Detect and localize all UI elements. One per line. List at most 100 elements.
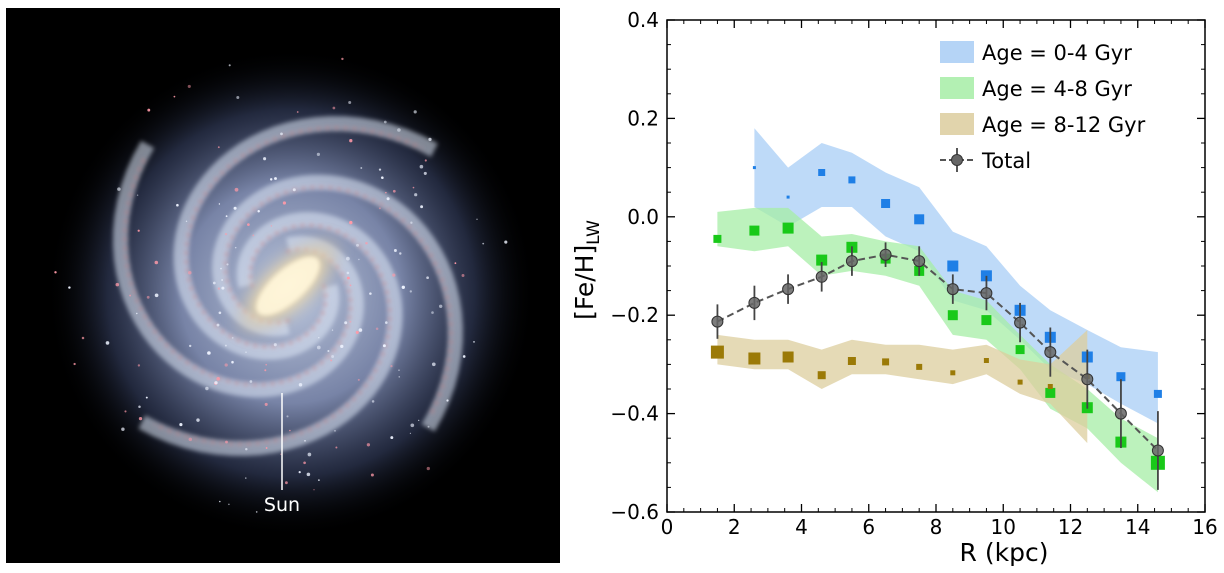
- hii-region: [366, 443, 371, 447]
- star-cluster: [473, 340, 475, 343]
- x-tick-label: 14: [1125, 515, 1150, 539]
- metallicity-chart: 0 2 4 6 8 10 12 14 16 −0.6 −0.4 −0.2 0.0 0.2 0.4 R (kp…: [560, 0, 1224, 569]
- star-cluster: [68, 286, 71, 289]
- point-age-8-12: [983, 358, 989, 363]
- total-point: [711, 315, 724, 328]
- point-age-4-8: [981, 315, 992, 326]
- legend-age-8-12-swatch: [940, 113, 974, 135]
- total-point: [946, 283, 959, 296]
- x-tick-label: 16: [1192, 515, 1217, 539]
- star-cluster: [397, 128, 401, 132]
- hii-region: [234, 187, 239, 192]
- star-cluster: [274, 177, 277, 180]
- hii-region: [375, 327, 379, 330]
- point-age-4-8: [713, 234, 722, 243]
- hii-region: [412, 186, 415, 189]
- y-tick-label: 0.0: [627, 205, 659, 229]
- star-cluster: [410, 423, 415, 428]
- y-tick-label: 0.2: [627, 106, 659, 130]
- star-cluster: [179, 423, 183, 427]
- dust-lane: [184, 126, 423, 349]
- point-age-8-12: [916, 363, 923, 370]
- star-cluster: [386, 197, 390, 201]
- star-cluster: [398, 376, 400, 378]
- star-cluster: [286, 415, 289, 418]
- star-cluster: [414, 193, 418, 197]
- star-cluster: [121, 427, 125, 431]
- star-cluster: [318, 479, 320, 481]
- hii-region: [365, 242, 368, 245]
- star-cluster: [280, 132, 283, 136]
- hii-region: [217, 146, 220, 149]
- star-cluster: [255, 511, 258, 513]
- star-cluster: [385, 321, 388, 324]
- hii-region: [349, 320, 352, 323]
- star-cluster: [318, 336, 320, 339]
- star-cluster: [327, 349, 330, 353]
- total-point: [845, 255, 858, 268]
- legend: Age = 0-4 Gyr Age = 4-8 Gyr Age = 8-12 Gyr…: [940, 41, 1146, 173]
- hii-region: [225, 440, 228, 444]
- star-cluster: [431, 362, 436, 367]
- series-markers: [710, 166, 1165, 490]
- hii-region: [296, 111, 299, 113]
- star-cluster: [221, 286, 225, 290]
- point-age-8-12: [882, 358, 890, 366]
- total-point: [1151, 444, 1164, 457]
- star-cluster: [331, 329, 334, 331]
- hii-region: [385, 191, 387, 194]
- star-cluster: [409, 432, 412, 435]
- hii-region: [147, 108, 151, 112]
- legend-age-4-8-label: Age = 4-8 Gyr: [982, 77, 1132, 101]
- hii-region: [129, 294, 132, 297]
- star-cluster: [331, 355, 335, 358]
- star-cluster: [218, 203, 221, 205]
- hii-region: [357, 378, 360, 381]
- y-tick-label: −0.6: [610, 500, 659, 524]
- star-cluster: [426, 276, 429, 280]
- hii-region: [188, 270, 192, 275]
- star-cluster: [360, 167, 363, 169]
- star-cluster: [428, 137, 432, 142]
- star-cluster: [233, 206, 237, 210]
- hii-region: [252, 234, 255, 237]
- point-age-8-12: [847, 357, 856, 365]
- hii-region: [124, 410, 127, 413]
- hii-region: [224, 363, 228, 367]
- x-axis-title: R (kpc): [960, 538, 1049, 567]
- total-point: [1044, 346, 1057, 359]
- point-age-0-4: [881, 199, 891, 208]
- hii-region: [370, 473, 374, 477]
- x-tick-label: 0: [661, 515, 674, 539]
- total-point: [913, 255, 926, 268]
- point-age-8-12: [782, 351, 794, 363]
- point-age-0-4: [947, 260, 959, 272]
- star-cluster: [212, 281, 216, 285]
- y-axis-title-subscript: LW: [584, 220, 604, 245]
- star-cluster: [231, 336, 234, 339]
- star-cluster: [219, 500, 221, 503]
- star-cluster: [346, 271, 350, 275]
- star-cluster: [185, 220, 188, 223]
- x-tick-label: 8: [930, 515, 943, 539]
- hii-region: [289, 429, 291, 432]
- total-point: [748, 296, 761, 309]
- hii-region: [247, 223, 250, 226]
- star-cluster: [220, 267, 222, 270]
- star-cluster: [236, 96, 240, 99]
- star-cluster: [369, 292, 372, 295]
- star-cluster: [378, 168, 382, 171]
- hii-region: [81, 336, 85, 340]
- star-cluster: [382, 344, 386, 348]
- star-cluster: [138, 405, 141, 408]
- point-age-4-8: [1015, 345, 1025, 355]
- tick-labels: 0 2 4 6 8 10 12 14 16 −0.6 −0.4 −0.2 0.0 0.2 0.4: [610, 8, 1217, 539]
- total-point: [782, 283, 795, 296]
- hii-region: [137, 229, 140, 232]
- point-age-0-4: [848, 176, 856, 184]
- hii-region: [265, 363, 268, 366]
- legend-total-label: Total: [981, 149, 1031, 173]
- hii-region: [355, 330, 359, 334]
- point-age-4-8: [782, 222, 794, 234]
- star-cluster: [334, 430, 336, 432]
